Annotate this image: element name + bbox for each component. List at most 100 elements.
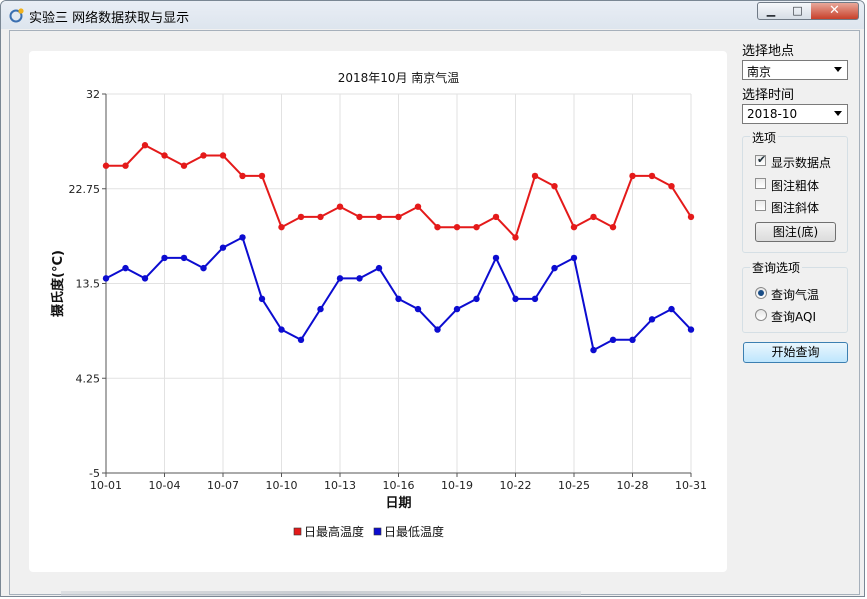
data-point-min [219,244,227,251]
options-group-title: 选项 [750,129,779,146]
x-tick-label: 10-07 [207,479,239,492]
data-point-min [375,264,383,272]
checkmark-icon: ✔ [757,153,767,166]
data-point-min [258,295,266,303]
data-point-min [122,264,129,272]
radio-selected-dot [758,290,764,296]
data-point-max [609,223,617,231]
data-point-min [590,346,597,354]
data-point-max [258,172,266,180]
data-point-min [414,305,422,313]
options-group [742,136,848,253]
data-point-max [239,172,246,180]
data-point-min [395,295,402,303]
data-point-max [200,152,207,159]
data-point-max [453,223,461,231]
data-point-max [551,182,558,190]
data-point-min [336,275,344,282]
x-tick-label: 10-16 [383,479,415,492]
data-point-min [161,254,168,262]
data-point-min [473,295,480,303]
data-point-max [434,223,441,231]
data-point-max [570,223,578,231]
maximize-button[interactable]: □ [784,2,812,20]
data-point-max [317,213,324,221]
legend-italic-checkbox[interactable] [755,200,766,211]
data-point-max [336,203,344,210]
legend-bold-label[interactable]: 图注粗体 [771,179,820,193]
data-point-max [512,234,519,241]
x-tick-label: 10-28 [617,479,649,492]
data-point-max [180,162,188,169]
x-tick-label: 10-10 [266,479,298,492]
data-point-min [278,326,285,333]
data-point-min [434,326,441,333]
data-point-min [687,326,695,333]
show-points-label[interactable]: 显示数据点 [771,156,832,170]
data-point-min [317,305,324,313]
y-tick-label: 4.25 [76,372,101,385]
location-select[interactable]: 南京 [742,60,848,80]
x-tick-label: 10-01 [90,479,122,492]
close-button[interactable]: ✕ [811,2,859,20]
legend-swatch [373,527,382,536]
time-select[interactable]: 2018-10 [742,104,848,124]
data-point-max [141,142,149,149]
query-aqi-label[interactable]: 查询AQI [771,310,816,324]
location-label: 选择地点 [742,44,795,59]
data-point-min [453,305,461,313]
legend-position-button[interactable]: 图注(底) [755,222,836,242]
y-tick-label: 32 [86,88,100,101]
taskbar-strip [61,591,581,596]
x-tick-label: 10-22 [500,479,532,492]
data-point-min [512,295,519,303]
data-point-min [356,275,363,282]
legend-swatch [293,527,302,536]
location-value: 南京 [747,65,772,79]
data-point-min [492,254,500,262]
minimize-button[interactable]: ▁ [757,2,785,20]
legend-bold-checkbox[interactable] [755,178,766,189]
data-point-max [531,172,539,180]
x-tick-label: 10-04 [149,479,181,492]
query-temp-radio[interactable] [755,287,767,299]
x-tick-label: 10-19 [441,479,473,492]
title-bar[interactable]: 实验三 网络数据获取与显示 ▁ □ ✕ [1,1,864,29]
data-point-max [219,152,227,159]
data-point-min [531,295,539,303]
chevron-down-icon [834,67,842,72]
data-point-max [687,213,695,221]
data-point-max [648,172,656,180]
data-point-max [629,172,636,180]
start-query-button[interactable]: 开始查询 [743,342,848,363]
x-tick-label: 10-25 [558,479,590,492]
data-point-min [648,316,656,323]
legend-label: 日最低温度 [384,524,444,539]
y-axis-title: 摄氏度(°C) [50,250,66,317]
x-tick-label: 10-13 [324,479,356,492]
data-point-max [414,203,422,210]
data-point-min [200,264,207,272]
query-temp-label[interactable]: 查询气温 [771,288,820,302]
data-point-max [375,213,383,221]
data-point-max [356,213,363,221]
y-tick-label: -5 [89,467,100,480]
time-value: 2018-10 [747,107,798,121]
y-tick-label: 13.5 [76,278,101,291]
app-icon [9,8,24,23]
legend-label: 日最高温度 [304,524,364,539]
legend-italic-label[interactable]: 图注斜体 [771,201,820,215]
show-points-checkbox[interactable]: ✔ [755,153,767,166]
data-point-max [492,213,500,221]
data-point-min [668,305,675,313]
data-point-max [102,162,110,169]
data-point-max [297,213,305,221]
data-point-max [278,223,285,231]
time-label: 选择时间 [742,88,795,103]
data-point-max [161,152,168,159]
data-point-max [668,182,675,190]
data-point-min [609,336,617,344]
data-point-max [473,223,480,231]
query-aqi-radio[interactable] [755,309,767,321]
